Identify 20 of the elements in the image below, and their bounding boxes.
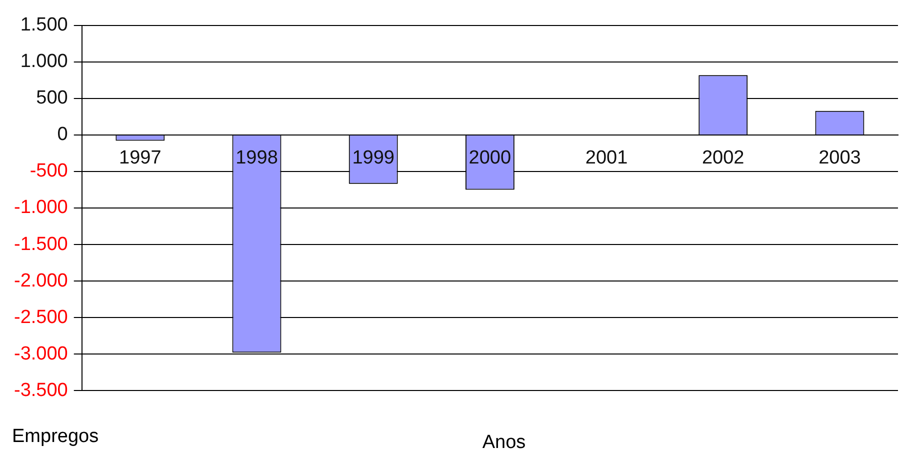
y-tick-label: 1.500 — [20, 14, 68, 36]
y-tick-label: -3.000 — [14, 343, 68, 364]
x-tick-label: 2003 — [818, 148, 861, 169]
x-tick-label: 2001 — [585, 148, 628, 169]
x-tick-label: 1999 — [352, 148, 394, 169]
y-axis-title: Empregos — [12, 426, 99, 448]
y-tick-label: 0 — [57, 124, 68, 146]
y-tick-label: -1.500 — [14, 234, 68, 255]
x-tick-label: 2000 — [468, 148, 512, 169]
x-tick-label: 1997 — [119, 148, 162, 169]
x-axis-title: Anos — [482, 432, 526, 453]
y-tick-label: 1.000 — [20, 51, 68, 72]
x-tick-label: 1998 — [236, 148, 278, 169]
y-tick-label: 500 — [36, 88, 68, 109]
x-tick-label: 2002 — [702, 148, 744, 169]
y-tick-label: -1.000 — [14, 197, 68, 218]
y-tick-label: -500 — [30, 160, 68, 182]
y-tick-label: -2.500 — [14, 306, 68, 328]
y-tick-label: -2.000 — [14, 270, 68, 292]
y-tick-label: -3.500 — [14, 380, 68, 401]
